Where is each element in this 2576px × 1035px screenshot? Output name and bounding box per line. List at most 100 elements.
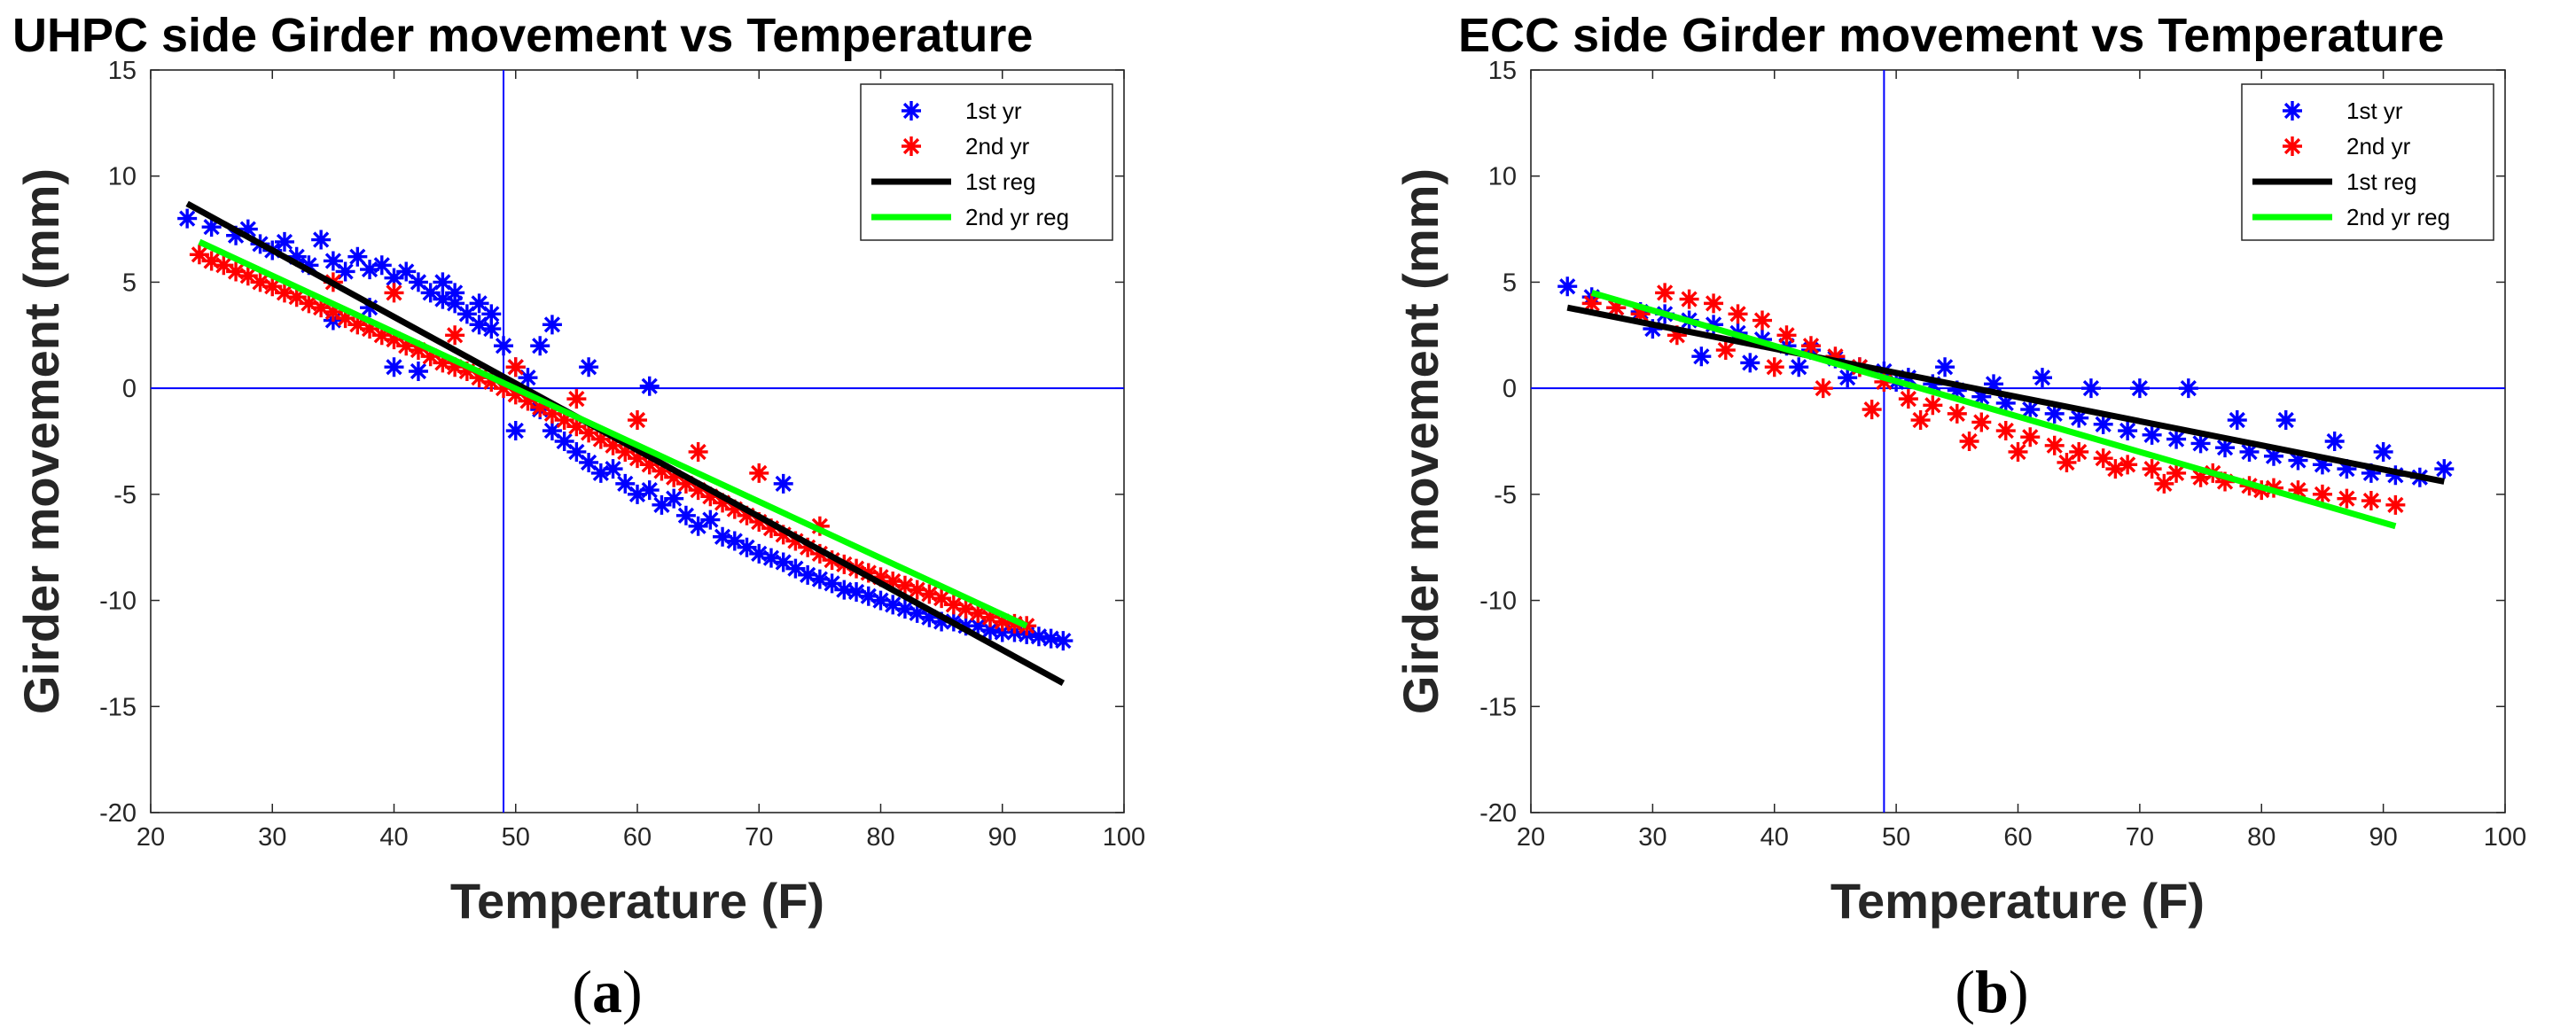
data-point — [554, 410, 574, 431]
y-tick-label: -20 — [1479, 799, 1517, 828]
data-point — [505, 385, 526, 405]
data-point — [494, 336, 514, 356]
legend-label: 1st reg — [965, 168, 1036, 195]
data-point — [420, 346, 441, 367]
x-tick-label: 30 — [1638, 823, 1667, 852]
data-point — [675, 505, 696, 525]
data-point — [371, 255, 392, 276]
data-point — [1581, 293, 1602, 314]
data-point — [761, 548, 781, 568]
x-tick-label: 30 — [258, 823, 286, 852]
data-point — [396, 261, 417, 282]
x-tick-label: 20 — [137, 823, 165, 852]
data-point — [408, 361, 428, 381]
data-point — [299, 293, 319, 314]
legend-marker — [2283, 101, 2302, 121]
data-point — [2385, 465, 2406, 486]
data-point — [688, 480, 708, 501]
data-point — [262, 276, 283, 297]
data-point — [481, 304, 502, 324]
data-point — [700, 510, 721, 530]
data-point — [311, 298, 332, 318]
data-point — [238, 266, 258, 286]
data-point — [566, 416, 587, 437]
data-point — [2190, 433, 2211, 454]
data-point — [1704, 293, 1724, 314]
data-point — [615, 473, 636, 494]
data-point — [1776, 336, 1797, 356]
data-point — [360, 298, 380, 318]
data-point — [2288, 450, 2308, 471]
data-point — [1715, 340, 1736, 361]
data-point — [579, 452, 599, 472]
data-point — [566, 389, 587, 409]
data-point — [408, 340, 428, 361]
y-tick-label: 5 — [122, 268, 137, 297]
data-point — [2312, 484, 2332, 504]
data-point — [518, 368, 538, 388]
data-point — [1643, 319, 1663, 339]
legend-label: 2nd yr reg — [965, 204, 1069, 230]
data-point — [335, 308, 355, 329]
data-point — [250, 272, 270, 292]
panel-label: (b) — [1955, 958, 2028, 1025]
data-point — [1910, 410, 1931, 431]
x-tick-label: 20 — [1517, 823, 1545, 852]
data-point — [2337, 459, 2357, 479]
data-point — [688, 441, 708, 462]
y-tick-label: -15 — [1479, 693, 1517, 721]
data-point — [384, 330, 404, 350]
data-point — [2215, 471, 2236, 492]
data-point — [809, 543, 830, 564]
data-point — [724, 499, 745, 519]
data-point — [2093, 414, 2113, 434]
data-point — [579, 357, 599, 377]
data-point — [834, 580, 855, 600]
y-tick-label: -20 — [99, 799, 137, 828]
legend: 1st yr 2nd yr 1st reg 2nd yr reg — [2241, 83, 2494, 241]
data-point — [1752, 310, 1773, 331]
data-point — [2069, 441, 2089, 462]
data-point — [943, 595, 964, 615]
data-point — [505, 421, 526, 441]
data-point — [1971, 386, 1992, 407]
data-point — [226, 261, 246, 282]
data-point — [773, 525, 793, 545]
data-point — [505, 357, 526, 377]
data-point — [1667, 325, 1687, 346]
data-point — [1923, 374, 1943, 394]
y-tick-label: -10 — [99, 588, 137, 616]
data-point — [1898, 389, 1918, 409]
data-point — [883, 595, 903, 615]
legend-label: 2nd yr reg — [2346, 204, 2450, 230]
data-point — [1704, 315, 1724, 335]
x-tick-label: 60 — [623, 823, 652, 852]
data-point — [469, 315, 489, 335]
data-point — [1776, 325, 1797, 346]
data-point — [1862, 400, 1882, 420]
data-point — [1004, 613, 1025, 634]
data-point — [2215, 438, 2236, 458]
data-point — [542, 403, 562, 424]
y-tick-label: 10 — [108, 163, 137, 191]
data-point — [603, 459, 623, 479]
data-point — [652, 461, 672, 481]
data-point — [371, 325, 392, 346]
data-point — [1630, 304, 1651, 324]
regression-line-2nd-yr-reg — [1590, 290, 2397, 530]
data-point — [809, 516, 830, 536]
data-point — [2118, 421, 2138, 441]
data-point — [628, 484, 647, 504]
y-tick-label: 15 — [108, 57, 137, 85]
data-point — [2142, 424, 2162, 445]
data-point — [554, 432, 574, 451]
data-point — [822, 573, 842, 594]
data-point — [2178, 378, 2198, 399]
data-point — [773, 552, 793, 572]
data-point — [870, 567, 891, 588]
data-point — [980, 607, 1001, 627]
series-2nd-yr — [189, 245, 1037, 636]
y-tick-label: 0 — [122, 375, 137, 403]
legend-marker — [2283, 136, 2302, 156]
data-point — [1947, 403, 1967, 424]
